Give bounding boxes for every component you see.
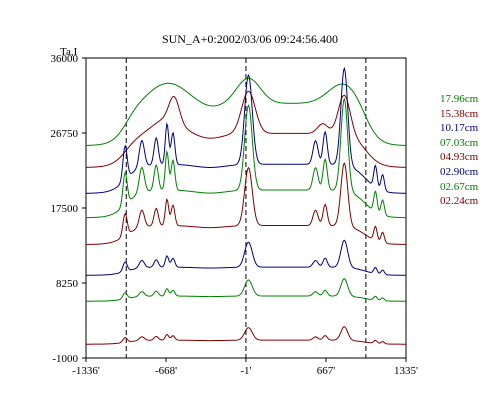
legend-entry: 02.90cm — [440, 165, 479, 178]
y-tick-label: -1000 — [52, 353, 78, 365]
legend-entry: 07.03cm — [440, 136, 479, 149]
series-line — [85, 97, 407, 219]
y-tick-label: 26750 — [51, 128, 79, 140]
chart-title: SUN_A+0:2002/03/06 09:24:56.400 — [161, 32, 339, 46]
series-line — [86, 326, 406, 345]
legend-entry: 04.93cm — [440, 151, 479, 164]
series-line — [85, 162, 407, 245]
x-tick-label: -1336' — [72, 365, 100, 377]
x-tick-label: -1' — [240, 365, 251, 377]
series-line — [86, 278, 406, 302]
legend-entry: 02.24cm — [440, 195, 479, 208]
series-line — [85, 66, 407, 194]
x-tick-label: 1335' — [394, 365, 418, 377]
legend: 17.96cm 15.38cm 10.17cm 07.03cm 04.93cm 02.90… — [440, 92, 478, 209]
y-axis-label: Ta,I — [60, 46, 78, 58]
legend-entry: 17.96cm — [440, 93, 479, 105]
y-tick-label: 17500 — [51, 203, 79, 215]
y-tick-label: 8250 — [56, 278, 79, 290]
legend-entry: 02.67cm — [440, 180, 479, 193]
series-line — [85, 77, 407, 146]
y-tick-label: 36000 — [51, 53, 79, 65]
x-tick-label: 667' — [317, 365, 336, 377]
legend-entry: 10.17cm — [440, 122, 479, 135]
x-tick-label: -668' — [155, 365, 177, 377]
legend-entry: 15.38cm — [440, 107, 479, 120]
series-line — [85, 239, 407, 276]
